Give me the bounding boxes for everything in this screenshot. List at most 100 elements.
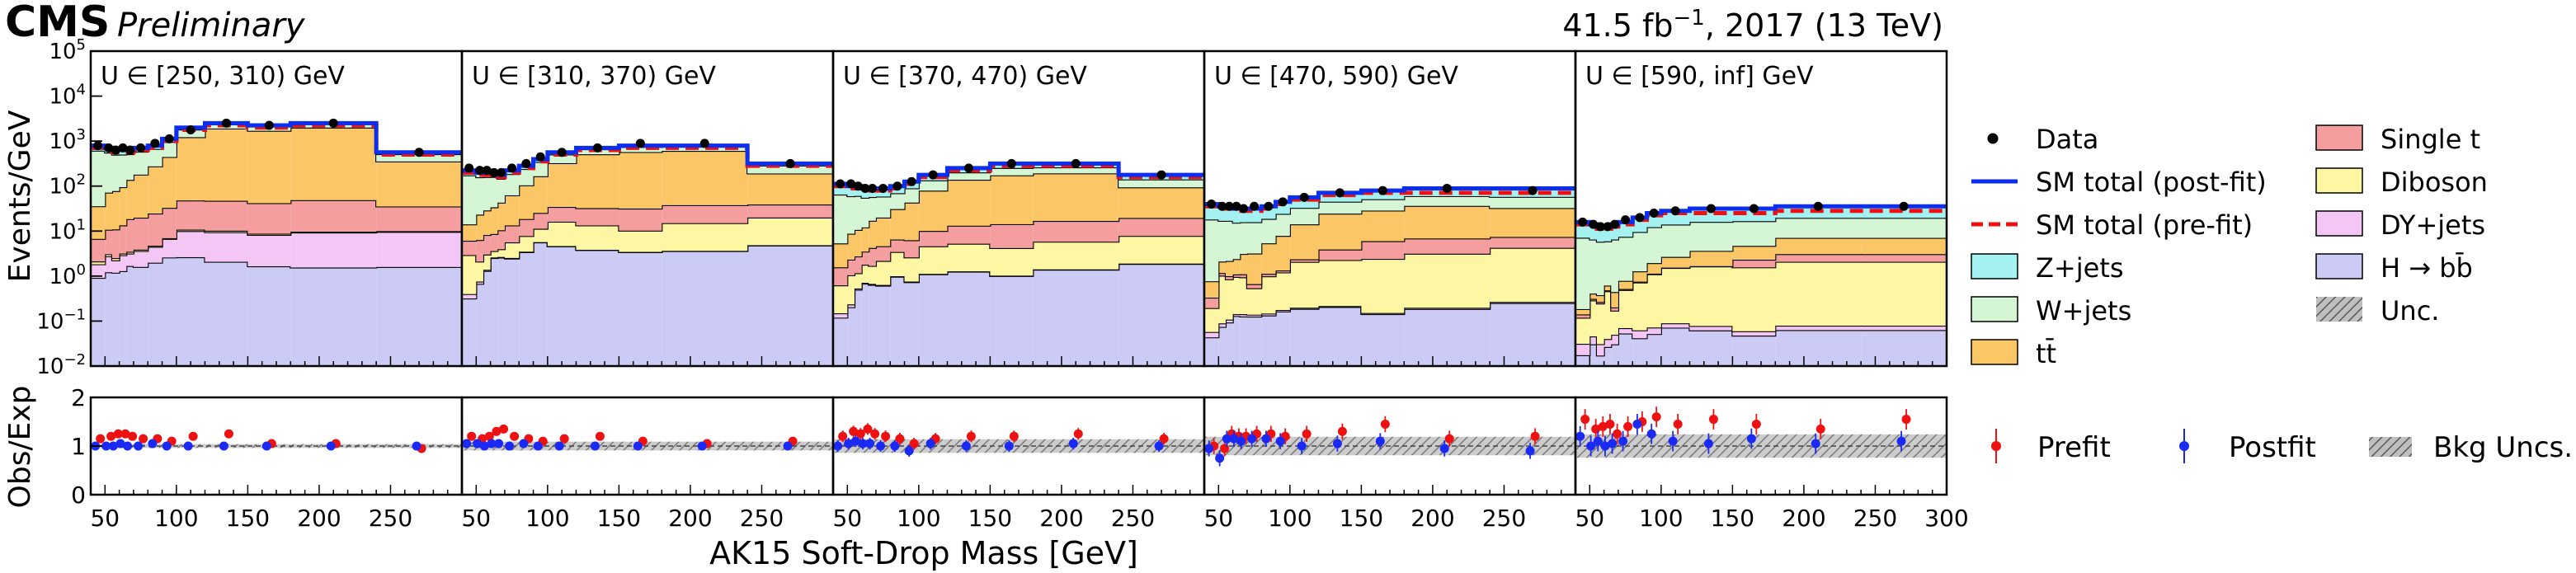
legend-swatch	[1971, 296, 2018, 322]
stack-bar	[1775, 237, 1862, 255]
postfit-ratio-point	[148, 439, 158, 449]
data-point	[853, 181, 863, 191]
y-tick-exponent: −2	[64, 351, 86, 369]
stack-bar	[1404, 195, 1491, 206]
x-axis-title: AK15 Soft-Drop Mass [GeV]	[709, 535, 1138, 571]
stack-bar	[747, 245, 833, 366]
stack-bar	[1204, 219, 1219, 282]
stack-bar	[1261, 274, 1276, 277]
stack-bar	[205, 261, 248, 366]
stack-bar	[1361, 199, 1405, 211]
legend-label: Data	[2036, 124, 2098, 155]
stack-bar	[1225, 322, 1233, 366]
stack-bar	[105, 256, 112, 273]
stack-bar	[847, 304, 855, 308]
stack-bar	[1204, 308, 1219, 332]
prefit-ratio-point	[1220, 444, 1230, 453]
lumi-value: 41.5 fb	[1562, 7, 1673, 44]
stack-bar	[247, 234, 291, 266]
postfit-ratio-point	[1593, 436, 1603, 446]
prefit-ratio-point	[595, 431, 605, 441]
stack-bar	[1225, 206, 1233, 221]
stack-bar	[1204, 281, 1219, 298]
postfit-ratio-point	[479, 441, 489, 451]
postfit-ratio-point	[554, 441, 564, 451]
stack-bar	[1775, 218, 1862, 238]
stack-bar	[533, 176, 548, 214]
y-tick-label: 103	[49, 126, 86, 154]
stack-bar	[1604, 291, 1612, 340]
ratio-y-tick-label: 2	[71, 384, 86, 411]
stack-bar	[490, 258, 498, 366]
stack-bar	[1240, 222, 1247, 255]
stack-bar	[904, 202, 919, 241]
legend-label: Z+jets	[2036, 252, 2124, 284]
stack-bar	[1589, 300, 1597, 336]
stack-bar	[1246, 316, 1262, 366]
postfit-ratio-point	[1229, 434, 1239, 444]
postfit-ratio-point	[1811, 439, 1820, 449]
postfit-ratio-point	[134, 441, 144, 451]
stack-bar	[504, 174, 520, 195]
stack-bar	[1261, 276, 1276, 314]
stack-bar	[1861, 326, 1947, 331]
stack-bar	[1611, 239, 1618, 293]
stack-bar	[1218, 275, 1226, 324]
prefit-ratio-point	[1009, 431, 1019, 441]
data-point	[1299, 192, 1309, 202]
panel-2: U ∈ [310, 370) GeV 50 100 150 200 250	[460, 49, 835, 532]
legend-label: Diboson	[2381, 167, 2488, 198]
stack-bar	[1118, 187, 1204, 218]
stack-bar	[847, 275, 855, 305]
data-point	[846, 179, 856, 189]
stack-bar	[497, 230, 505, 250]
postfit-ratio-point	[1575, 431, 1585, 441]
stack-bar	[1218, 206, 1226, 221]
stack-bar	[1232, 259, 1241, 275]
data-point	[1899, 201, 1909, 211]
data-point	[1706, 204, 1716, 214]
data-point	[150, 139, 160, 148]
stack-bar	[1604, 226, 1612, 242]
data-point	[1239, 204, 1249, 214]
stack-bar	[490, 207, 498, 234]
stack-bar	[1218, 326, 1226, 366]
postfit-ratio-point	[865, 439, 875, 449]
x-tick-label: 150	[597, 505, 641, 532]
prefit-total-line	[462, 145, 833, 180]
stack-bar	[861, 251, 869, 265]
prefit-ratio-point	[467, 431, 477, 441]
prefit-ratio-point	[838, 431, 848, 441]
data-point	[868, 183, 878, 193]
stack-bar	[1611, 307, 1618, 311]
stack-bar	[504, 258, 520, 366]
stack-bar	[1289, 224, 1319, 260]
legend-swatch	[2315, 124, 2363, 151]
stack-bar	[869, 196, 876, 221]
data-point	[93, 141, 103, 151]
prefit-ratio-point	[1623, 421, 1633, 431]
stack-bar	[1660, 224, 1690, 257]
postfit-ratio-point	[844, 439, 854, 449]
stack-bar	[861, 188, 869, 198]
stack-bar	[1575, 317, 1590, 344]
stack-bar	[1632, 271, 1647, 282]
data-point	[892, 181, 902, 191]
stack-bar	[1232, 276, 1241, 315]
postfit-ratio-point	[487, 439, 497, 449]
stack-bar	[1660, 256, 1690, 268]
data-point	[1217, 201, 1227, 211]
x-tick-label: 150	[226, 505, 270, 532]
stack-bar	[91, 261, 106, 265]
stack-bar	[1225, 319, 1233, 323]
stack-bar	[662, 251, 748, 366]
postfit-ratio-point	[1204, 444, 1214, 453]
stack-bar	[918, 274, 948, 366]
stack-bar	[105, 192, 112, 230]
legend-label: H → bb̄	[2381, 251, 2473, 284]
data-point	[963, 163, 973, 173]
stack-bar	[1240, 274, 1247, 278]
stack-bar	[126, 253, 134, 266]
legend-swatch	[2315, 167, 2363, 194]
